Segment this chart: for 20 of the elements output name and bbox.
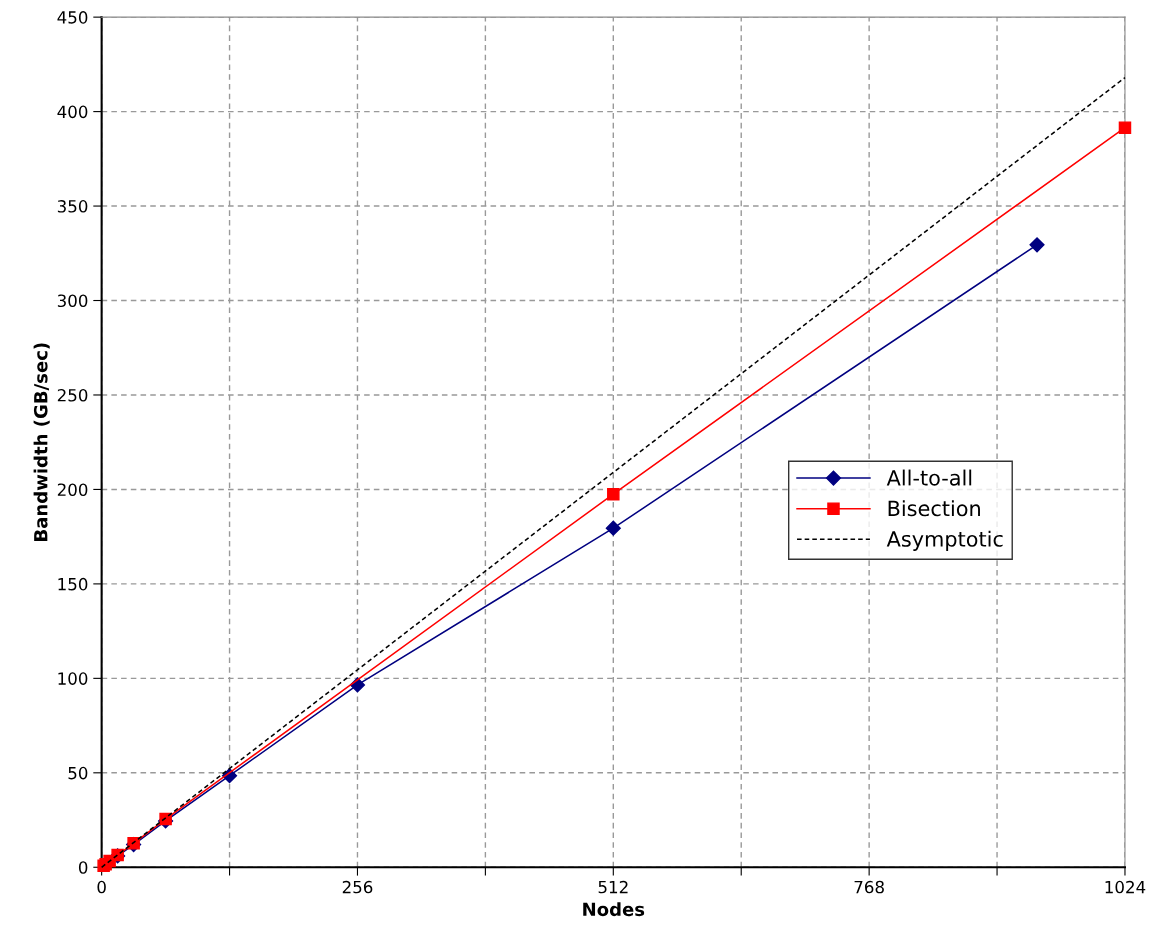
x-tick-label: 768 bbox=[854, 880, 884, 894]
y-tick-label: 50 bbox=[68, 766, 88, 780]
y-axis-title: Bandwidth (GB/sec) bbox=[33, 343, 50, 541]
x-tick-label: 1024 bbox=[1105, 880, 1146, 894]
y-tick-label: 350 bbox=[57, 200, 88, 213]
legend-label: Asymptotic bbox=[886, 530, 1003, 551]
x-axis-title: Nodes bbox=[583, 902, 645, 917]
x-tick-label: 0 bbox=[97, 880, 106, 894]
y-tick-label: 200 bbox=[57, 483, 88, 496]
y-tick-label: 150 bbox=[58, 577, 88, 591]
y-tick-label: 450 bbox=[57, 11, 88, 24]
legend-label: All-to-all bbox=[886, 469, 972, 486]
legend-label: Bisection bbox=[888, 500, 980, 517]
y-tick-label: 300 bbox=[57, 294, 88, 308]
x-tick-label: 512 bbox=[598, 880, 628, 894]
y-tick-label: 400 bbox=[57, 105, 88, 119]
y-tick-label: 0 bbox=[78, 861, 88, 874]
y-tick-label: 100 bbox=[58, 672, 88, 685]
y-tick-label: 250 bbox=[57, 388, 88, 402]
x-tick-label: 256 bbox=[342, 880, 373, 894]
